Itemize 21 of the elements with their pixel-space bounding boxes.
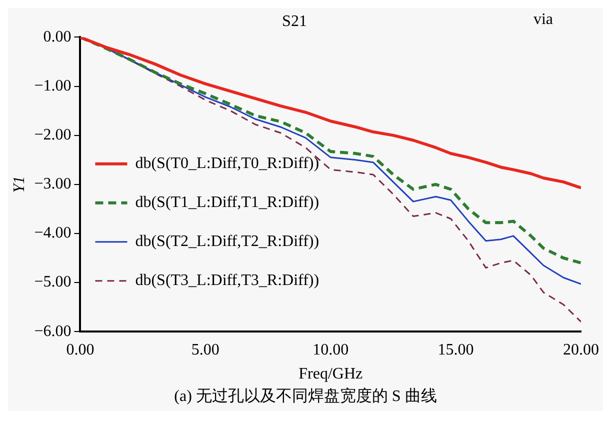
legend-label: db(S(T0_L:Diff,T0_R:Diff)) <box>135 155 320 172</box>
y-tick-label: −1.00 <box>34 77 72 94</box>
x-tick-label: 0.00 <box>66 341 94 358</box>
x-tick-label: 5.00 <box>191 341 220 358</box>
y-tick-label: −6.00 <box>34 322 72 340</box>
y-tick-label: −3.00 <box>34 176 72 193</box>
y-axis-title: Y1 <box>10 176 28 193</box>
x-tick-label: 10.00 <box>312 341 349 358</box>
y-tick-label: −2.00 <box>34 126 72 144</box>
x-tick-label: 20.00 <box>563 341 599 358</box>
x-tick-label: 15.00 <box>438 341 474 358</box>
y-tick-label: −4.00 <box>34 224 72 242</box>
text: (a) 无过孔以及不同焊盘宽度的 S 曲线 <box>173 386 438 407</box>
legend-label: db(S(T1_L:Diff,T1_R:Diff)) <box>135 194 320 212</box>
legend-label: db(S(T2_L:Diff,T2_R:Diff)) <box>135 233 320 250</box>
legend-label: db(S(T3_L:Diff,T3_R:Diff)) <box>135 272 320 290</box>
x-axis-title: Freq/GHz <box>298 366 363 383</box>
text: via <box>533 11 553 28</box>
chart-title: S21 <box>282 12 307 30</box>
y-tick-label: 0.00 <box>43 28 72 46</box>
y-tick-label: −5.00 <box>34 274 72 291</box>
